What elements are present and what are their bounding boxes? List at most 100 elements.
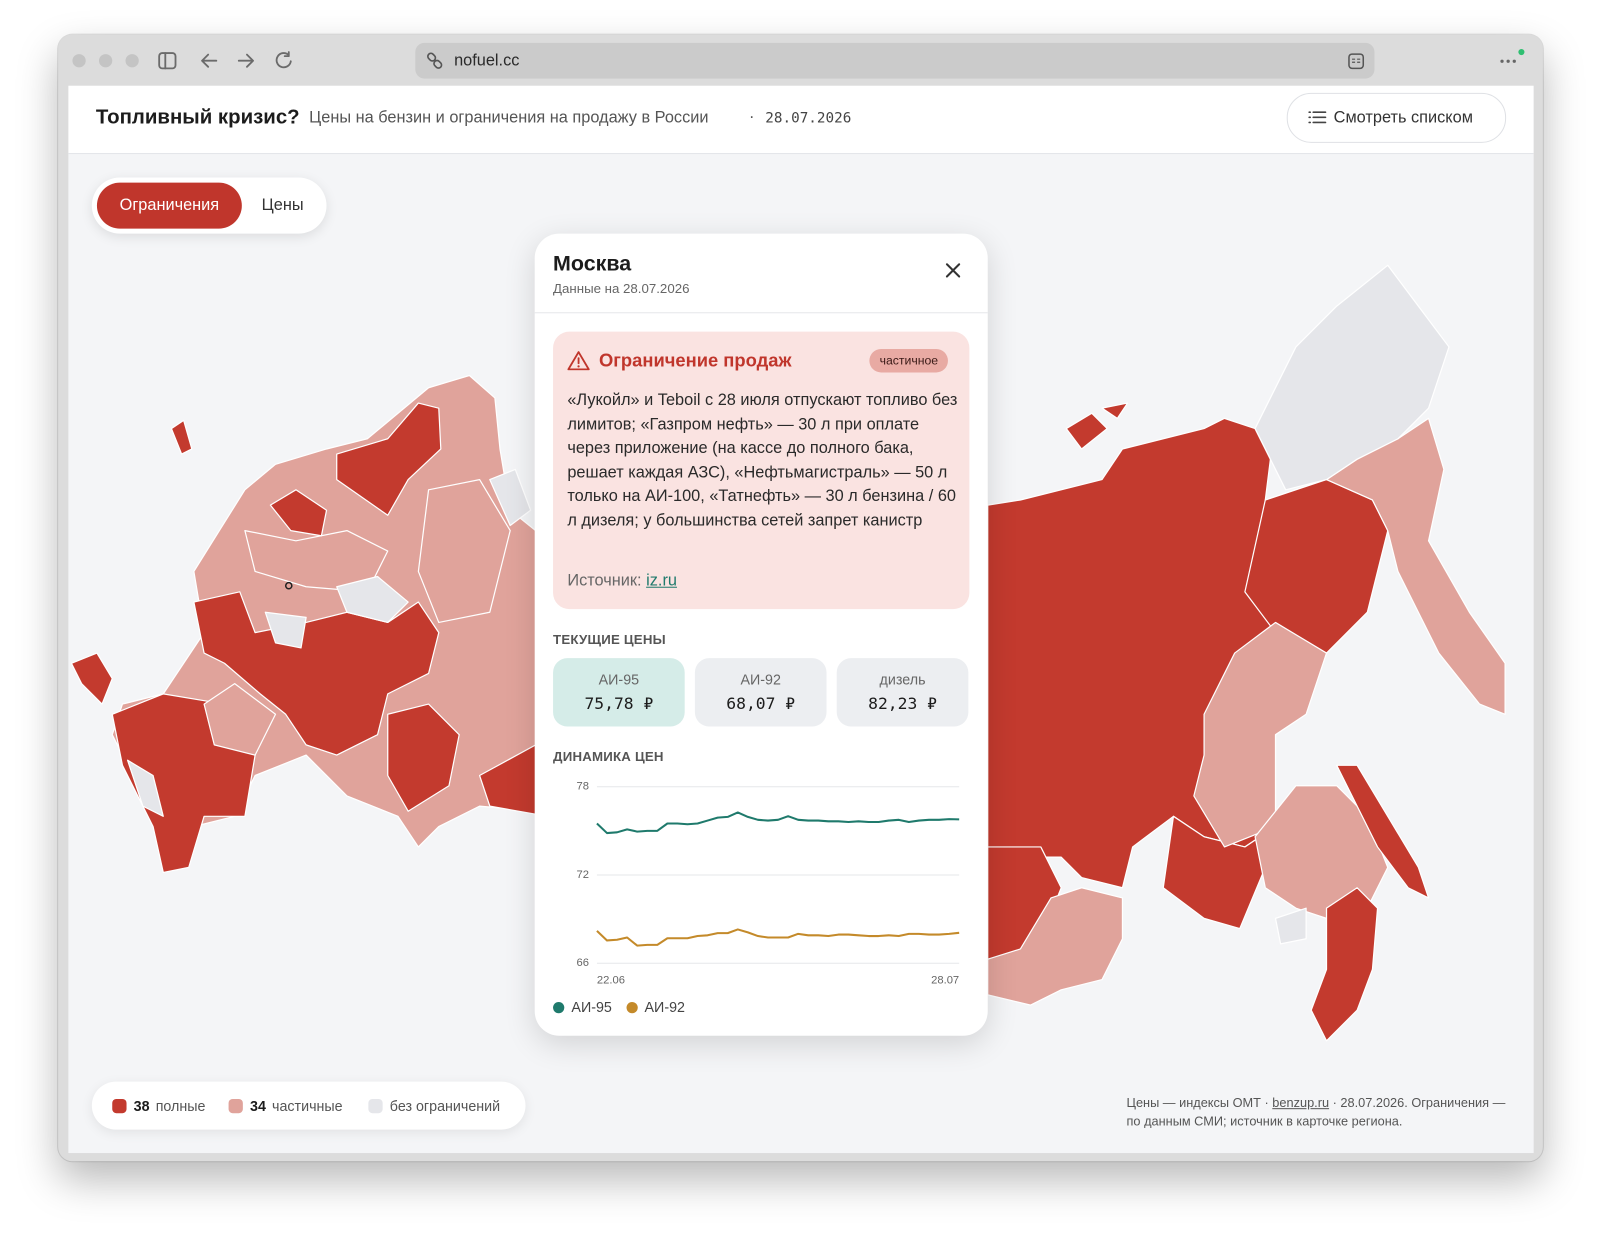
toolbar-icons <box>158 51 292 70</box>
reader-icon[interactable] <box>1347 52 1365 70</box>
list-icon <box>1308 111 1327 124</box>
y-tick-label: 66 <box>577 957 589 969</box>
map-region[interactable] <box>1101 402 1129 419</box>
map-region[interactable] <box>1254 264 1450 491</box>
legend-item: АИ-92 <box>626 999 685 1015</box>
close-light[interactable] <box>72 54 86 68</box>
restriction-text: «Лукойл» и Teboil с 28 июля отпускают то… <box>567 391 958 530</box>
series-line <box>596 811 960 835</box>
mode-tabs: Ограничения Цены <box>91 177 327 234</box>
legend-swatch <box>228 1098 243 1114</box>
x-tick-label: 22.06 <box>597 975 625 987</box>
y-tick-label: 78 <box>577 781 589 793</box>
address-bar[interactable]: nofuel.cc <box>415 42 1375 79</box>
moscow-marker[interactable] <box>284 581 293 590</box>
list-button[interactable]: Смотреть списком <box>1286 92 1507 143</box>
legend-label: полные <box>155 1097 206 1115</box>
data-date: Данные на 28.07.2026 <box>553 280 690 296</box>
map <box>70 264 1506 1042</box>
legend-label: частичные <box>272 1097 343 1115</box>
legend-count: 34 <box>249 1097 266 1115</box>
legend-label: АИ-92 <box>644 998 685 1016</box>
legend-count: 38 <box>133 1097 150 1115</box>
map-region[interactable] <box>1065 412 1108 450</box>
map-region[interactable] <box>264 611 307 649</box>
tab-active[interactable]: Ограничения <box>96 182 242 229</box>
fuel-price: 75,78 ₽ <box>584 693 654 714</box>
price-card: АИ-92 68,07 ₽ <box>694 658 827 727</box>
legend-label: АИ-95 <box>571 998 612 1016</box>
map-region[interactable] <box>1310 887 1379 1042</box>
source: Источник: iz.ru <box>567 572 677 590</box>
separator: · <box>748 108 755 126</box>
browser-window: nofuel.cc <box>58 34 1543 1162</box>
subtitle: Цены на бензин и ограничения на продажу … <box>309 109 709 127</box>
region-card: Москва Данные на 28.07.2026 Ограничение … <box>534 233 988 1036</box>
map-region[interactable] <box>1274 907 1307 945</box>
back-button[interactable] <box>201 53 218 68</box>
map-region[interactable] <box>336 402 442 516</box>
map-region[interactable] <box>1193 621 1328 848</box>
map-region[interactable] <box>170 419 193 455</box>
y-tick-label: 72 <box>577 869 589 881</box>
map-region[interactable] <box>269 489 328 537</box>
legend-label: без ограничений <box>389 1097 501 1115</box>
map-region[interactable] <box>336 575 409 624</box>
divider <box>534 312 988 314</box>
map-region[interactable] <box>1325 417 1506 715</box>
legend-dot <box>553 1002 565 1014</box>
price-chart: 66 72 78 22.06 28.07 <box>577 781 960 987</box>
map-region[interactable] <box>489 468 532 527</box>
legend-item: АИ-95 <box>553 999 612 1015</box>
map-region[interactable] <box>417 478 511 624</box>
map-region[interactable] <box>987 887 1124 1006</box>
footnote-text: Цены — индексы ОМТ · <box>1126 1095 1269 1111</box>
sidebar-button[interactable] <box>158 52 177 70</box>
title: Топливный кризис? <box>95 106 300 129</box>
minimize-light[interactable] <box>98 54 113 68</box>
price-card: дизель 82,23 ₽ <box>836 658 969 727</box>
footnote-link[interactable]: benzup.ru <box>1272 1095 1330 1111</box>
reload-button[interactable] <box>275 51 292 69</box>
map-legend: 38 полные 34 частичные без ограничений <box>91 1081 526 1130</box>
price-card: АИ-95 75,78 ₽ <box>553 658 685 727</box>
legend-item: 34 частичные <box>228 1097 343 1115</box>
more-button[interactable] <box>1495 47 1526 71</box>
app-content: Топливный кризис? Цены на бензин и огран… <box>68 85 1534 1154</box>
map-region[interactable] <box>126 759 164 817</box>
fuel-name: АИ-95 <box>598 671 640 688</box>
map-region[interactable] <box>244 529 389 593</box>
restriction-title: Ограничение продаж <box>598 349 792 371</box>
chart-legend: АИ-95 АИ-92 <box>553 999 699 1019</box>
footnote: Цены — индексы ОМТ · benzup.ru · 28.07.2… <box>1127 1094 1515 1131</box>
url: nofuel.cc <box>454 52 520 70</box>
x-tick-label: 28.07 <box>931 975 959 987</box>
fuel-price: 68,07 ₽ <box>726 693 796 714</box>
prices-heading: ТЕКУЩИЕ ЦЕНЫ <box>553 631 666 647</box>
map-region[interactable] <box>387 703 460 812</box>
map-region[interactable] <box>1336 764 1430 899</box>
legend-swatch <box>112 1098 127 1114</box>
map-region[interactable] <box>70 652 113 705</box>
link-icon <box>427 52 443 69</box>
map-region[interactable] <box>203 683 277 756</box>
header: Топливный кризис? Цены на бензин и огран… <box>68 85 1534 155</box>
map-region[interactable] <box>1254 785 1389 919</box>
legend-item: 38 полные <box>112 1098 205 1114</box>
region-name: Москва <box>553 252 632 276</box>
forward-button[interactable] <box>237 53 254 68</box>
source-link[interactable]: iz.ru <box>646 572 677 590</box>
source-label: Источник: <box>567 572 642 590</box>
close-button[interactable] <box>943 260 963 280</box>
fuel-price: 82,23 ₽ <box>868 693 937 714</box>
restriction-box: Ограничение продаж частичное «Лукойл» и … <box>553 331 970 610</box>
date: 28.07.2026 <box>765 110 852 127</box>
warning-icon <box>567 351 590 371</box>
tab[interactable]: Цены <box>261 196 304 215</box>
zoom-light[interactable] <box>125 54 139 68</box>
footnote-text: · 28.07.2026. Ограничения — по данным СМ… <box>1126 1095 1506 1129</box>
fuel-name: АИ-92 <box>740 671 781 688</box>
restriction-badge: частичное <box>869 348 949 373</box>
legend-swatch <box>368 1098 383 1114</box>
